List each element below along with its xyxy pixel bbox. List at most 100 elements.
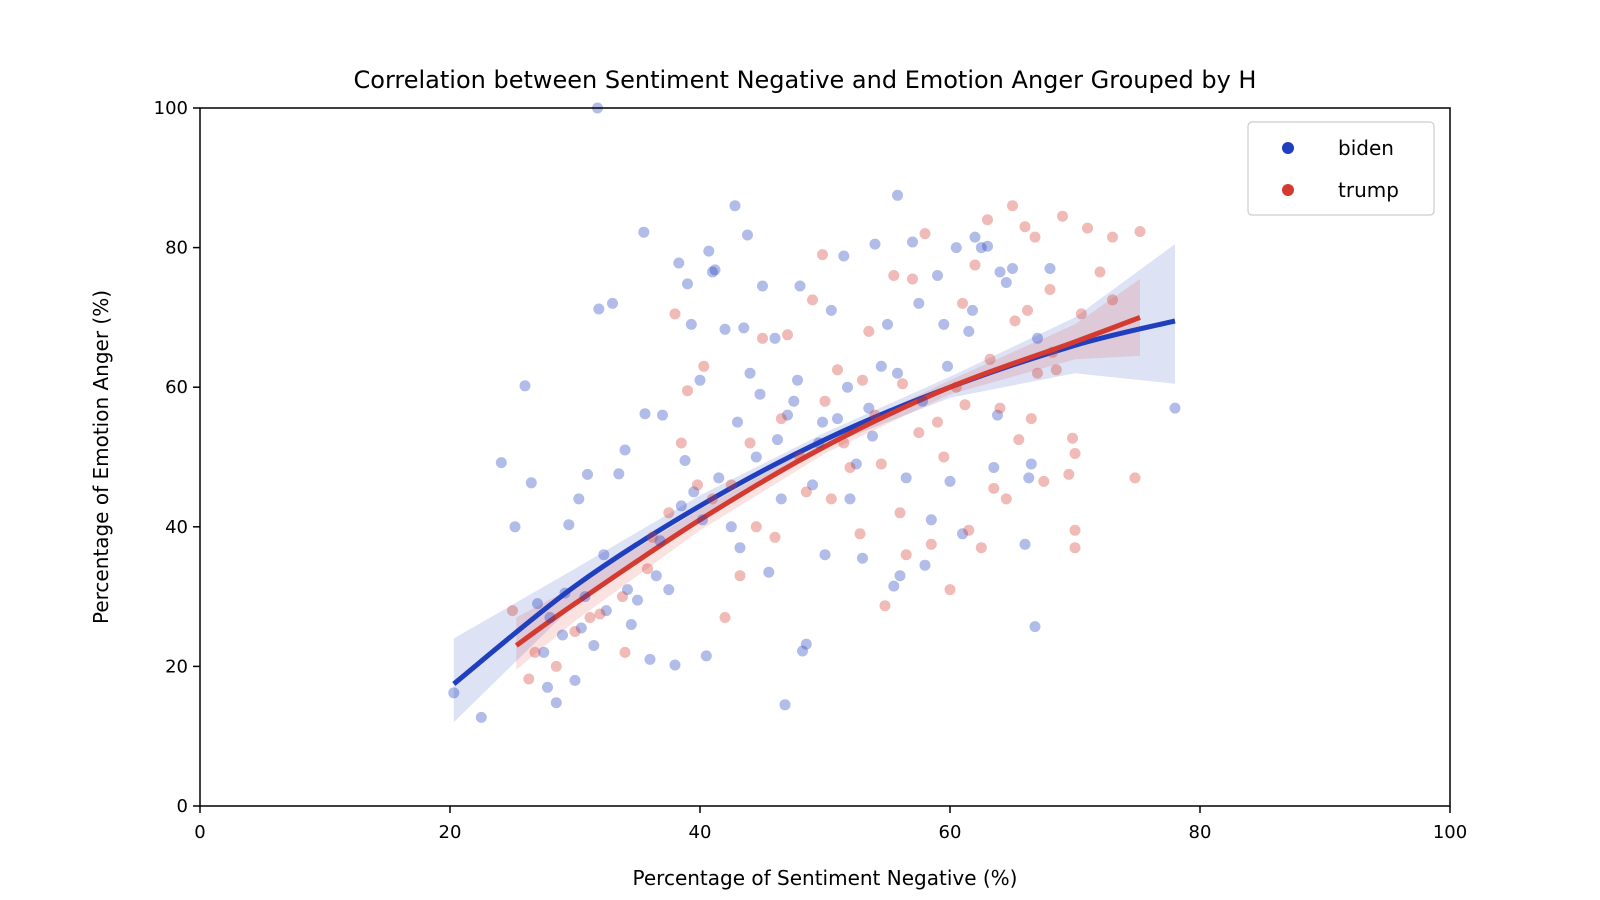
data-point-biden bbox=[950, 242, 962, 254]
data-point-biden bbox=[807, 479, 818, 491]
data-point-biden bbox=[679, 455, 691, 466]
data-point-biden bbox=[685, 318, 697, 330]
data-point-trump bbox=[775, 413, 787, 425]
x-tick-label: 100 bbox=[1433, 822, 1467, 843]
data-point-biden bbox=[495, 457, 507, 469]
data-point-trump bbox=[825, 493, 837, 505]
data-point-biden bbox=[882, 318, 893, 330]
data-point-trump bbox=[1069, 448, 1081, 459]
data-point-biden bbox=[734, 542, 746, 554]
data-point-biden bbox=[607, 297, 618, 309]
data-point-biden bbox=[569, 674, 581, 686]
data-point-trump bbox=[1009, 315, 1021, 327]
data-point-biden bbox=[863, 402, 875, 414]
data-point-trump bbox=[1038, 475, 1050, 487]
data-point-trump bbox=[994, 402, 1006, 414]
x-tick-label: 0 bbox=[194, 822, 205, 843]
data-point-biden bbox=[892, 189, 903, 201]
data-point-biden bbox=[525, 477, 537, 489]
regression-fits bbox=[452, 244, 1176, 723]
data-point-biden bbox=[792, 374, 803, 386]
x-tick-label: 20 bbox=[439, 822, 462, 843]
data-point-biden bbox=[1000, 277, 1012, 288]
data-point-biden bbox=[682, 278, 693, 290]
data-point-biden bbox=[1044, 263, 1056, 274]
data-point-biden bbox=[875, 360, 887, 372]
data-point-biden bbox=[509, 521, 521, 533]
data-point-trump bbox=[900, 549, 912, 561]
data-point-biden bbox=[817, 416, 828, 428]
data-point-biden bbox=[919, 559, 931, 571]
data-point-trump bbox=[919, 228, 931, 240]
chart-title: Correlation between Sentiment Negative a… bbox=[354, 66, 1257, 94]
data-point-biden bbox=[729, 200, 741, 212]
data-point-trump bbox=[938, 451, 950, 463]
data-point-biden bbox=[663, 584, 675, 596]
data-point-biden bbox=[932, 270, 943, 281]
data-point-trump bbox=[875, 458, 887, 470]
legend-marker-biden bbox=[1282, 142, 1294, 154]
data-point-trump bbox=[569, 626, 581, 637]
data-point-biden bbox=[713, 472, 725, 484]
data-point-trump bbox=[1107, 294, 1118, 306]
data-point-biden bbox=[794, 280, 806, 292]
data-point-trump bbox=[734, 570, 746, 582]
data-point-biden bbox=[992, 409, 1003, 421]
x-tick-label: 80 bbox=[1189, 822, 1212, 843]
data-point-trump bbox=[819, 395, 831, 407]
data-point-trump bbox=[642, 563, 653, 575]
data-point-biden bbox=[754, 388, 766, 400]
data-point-trump bbox=[913, 427, 925, 439]
data-point-biden bbox=[544, 612, 556, 623]
y-tick-label: 40 bbox=[165, 517, 188, 538]
data-point-biden bbox=[844, 493, 856, 505]
data-point-biden bbox=[975, 242, 987, 254]
data-point-trump bbox=[619, 646, 631, 658]
data-point-biden bbox=[1023, 472, 1035, 484]
data-point-trump bbox=[894, 507, 906, 519]
data-point-biden bbox=[697, 514, 708, 526]
data-point-biden bbox=[669, 659, 681, 671]
data-point-biden bbox=[588, 640, 600, 651]
fit-line-biden bbox=[452, 318, 1176, 686]
data-point-trump bbox=[584, 612, 596, 623]
data-point-trump bbox=[719, 612, 731, 623]
data-point-trump bbox=[1067, 432, 1078, 444]
data-point-trump bbox=[857, 374, 868, 386]
data-point-biden bbox=[942, 360, 953, 372]
data-point-trump bbox=[957, 297, 968, 309]
data-point-trump bbox=[750, 521, 762, 533]
data-point-trump bbox=[769, 531, 781, 543]
data-point-biden bbox=[819, 549, 831, 561]
data-point-trump bbox=[944, 584, 956, 596]
data-point-biden bbox=[519, 380, 531, 392]
data-point-trump bbox=[888, 270, 900, 281]
data-point-trump bbox=[1044, 284, 1056, 295]
data-point-biden bbox=[638, 226, 650, 238]
data-point-trump bbox=[1025, 413, 1037, 425]
data-point-trump bbox=[950, 381, 962, 393]
legend-label-trump: trump bbox=[1338, 178, 1399, 202]
data-point-biden bbox=[769, 332, 781, 344]
data-point-trump bbox=[1013, 434, 1025, 446]
y-tick-label: 80 bbox=[165, 238, 188, 259]
data-point-trump bbox=[1107, 231, 1118, 243]
data-point-biden bbox=[782, 409, 793, 421]
data-point-biden bbox=[963, 325, 975, 337]
data-point-trump bbox=[897, 378, 908, 390]
data-point-trump bbox=[675, 437, 687, 449]
data-point-trump bbox=[817, 249, 828, 261]
data-point-biden bbox=[779, 699, 791, 711]
data-point-trump bbox=[879, 600, 891, 612]
data-point-trump bbox=[1082, 222, 1093, 234]
data-point-biden bbox=[757, 280, 768, 292]
data-point-trump bbox=[1000, 493, 1012, 505]
data-point-biden bbox=[448, 687, 460, 699]
data-point-trump bbox=[744, 437, 756, 449]
data-point-biden bbox=[907, 236, 918, 248]
data-point-trump bbox=[692, 479, 703, 491]
data-point-trump bbox=[647, 531, 658, 543]
data-point-biden bbox=[1019, 538, 1031, 550]
data-point-trump bbox=[969, 259, 981, 271]
data-point-trump bbox=[682, 385, 693, 397]
